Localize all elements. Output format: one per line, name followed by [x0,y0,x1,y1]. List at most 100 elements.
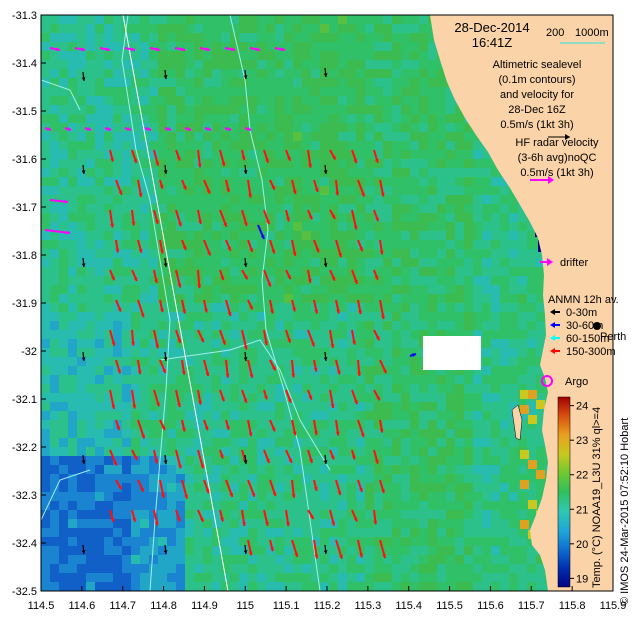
velocity-arrow [335,359,341,375]
velocity-arrow [285,269,292,280]
velocity-arrow [307,389,313,400]
x-tick-label: 114.9 [191,600,218,612]
velocity-arrow [109,149,114,162]
velocity-arrow [307,209,313,220]
anmn-swatch-head [550,348,555,354]
velocity-arrow [351,509,358,522]
hf-line-3: 0.5m/s (1kt 3h) [520,167,593,179]
velocity-arrow [163,544,168,555]
velocity-arrow [115,299,122,312]
velocity-arrow [137,239,143,254]
alt-line-3: and velocity for [500,89,574,101]
velocity-arrow [109,329,116,347]
velocity-arrow [203,359,210,377]
velocity-arrow [247,179,252,198]
velocity-arrow [269,359,277,371]
velocity-arrow [181,419,186,432]
velocity-arrow [131,509,137,523]
velocity-arrow [81,164,86,175]
x-tick-label: 115.8 [559,600,586,612]
alt-arrow-head [565,134,570,140]
velocity-arrow [269,179,276,191]
velocity-arrow [323,257,328,268]
velocity-arrow [153,149,160,167]
velocity-arrow [285,329,292,343]
velocity-arrow [241,149,246,161]
velocity-arrow [159,299,164,313]
colorbar-tick-label: 20 [576,539,588,551]
velocity-arrow [291,359,296,378]
velocity-arrow [197,269,202,289]
velocity-arrow [163,454,168,465]
velocity-arrow [163,351,168,362]
velocity-arrow [285,209,290,222]
velocity-arrow [159,239,164,254]
velocity-arrow [329,269,336,282]
velocity-arrow [373,149,379,164]
velocity-arrow [225,239,232,252]
alt-line-4: 28-Dec 16Z [508,104,566,116]
velocity-arrow [149,47,161,52]
colorbar-tick-label: 24 [576,401,588,413]
velocity-arrow [379,539,387,559]
depth-contour [121,15,171,591]
velocity-arrow [379,179,385,197]
perth-label: Perth [600,331,626,343]
x-tick-label: 115.4 [395,600,422,612]
velocity-arrow [269,539,274,552]
velocity-arrow [115,179,123,196]
velocity-arrow [313,479,318,491]
velocity-arrow [225,359,230,378]
velocity-arrow [159,359,167,374]
velocity-arrow [241,329,248,350]
velocity-arrow [335,179,340,196]
velocity-arrow [409,353,417,357]
velocity-arrow [109,269,116,281]
velocity-arrow [269,479,277,497]
anmn-item-label: 30-60m [566,320,603,332]
velocity-arrow [247,419,253,437]
velocity-arrow [323,454,328,465]
velocity-arrow [285,389,292,403]
velocity-arrow [163,69,168,80]
x-tick-label: 115.2 [314,600,341,612]
velocity-arrow [329,449,335,460]
velocity-arrow [307,329,316,347]
velocity-arrow [204,127,212,131]
velocity-arrow [263,209,270,225]
velocity-arrow [373,209,380,222]
velocity-arrow [291,179,297,195]
hf-line-1: HF radar velocity [515,137,599,149]
anmn-swatch-head [550,309,555,315]
x-tick-label: 115.3 [354,600,381,612]
velocity-arrow [307,149,312,168]
velocity-arrow [329,149,337,161]
y-tick-label: -31.4 [12,58,37,70]
x-tick-label: 115.5 [436,600,463,612]
velocity-arrow [84,127,92,131]
depth-200-label: 200 [546,27,564,39]
velocity-arrow [225,179,230,193]
velocity-arrow [269,419,276,432]
velocity-arrow [357,419,365,438]
velocity-arrow [373,509,378,525]
velocity-arrow [285,509,290,527]
velocity-arrow [323,67,328,78]
y-tick-label: -32.5 [12,586,37,598]
velocity-arrow [357,239,364,252]
colorbar-tick-label: 22 [576,470,588,482]
velocity-arrow [351,149,358,164]
velocity-arrow [291,479,296,498]
current-arrows [44,47,417,560]
velocity-arrow [243,544,248,555]
velocity-arrow [263,449,271,464]
velocity-arrow [175,269,182,288]
velocity-arrow [203,179,211,194]
anmn-title: ANMN 12h av. [548,294,619,306]
velocity-arrow [247,239,254,253]
x-axis: 114.5 114.6 114.7 114.8 114.9 115 115.1 115.2 11… [28,586,626,612]
velocity-arrow [263,269,272,288]
velocity-arrow [243,69,248,80]
x-tick-label: 114.5 [28,600,55,612]
velocity-arrow [219,149,226,167]
